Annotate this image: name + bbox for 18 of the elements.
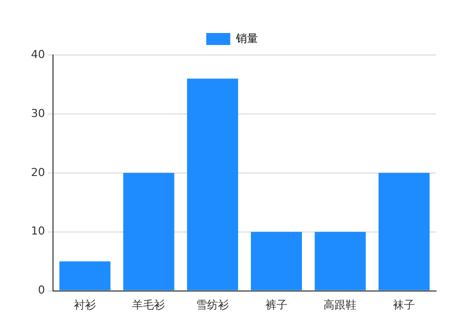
x-tick-label: 羊毛衫 xyxy=(132,298,166,312)
legend-label: 销量 xyxy=(234,32,258,45)
bar xyxy=(314,232,366,290)
x-tick-label: 袜子 xyxy=(393,298,416,312)
y-tick-label: 20 xyxy=(30,166,45,179)
bar xyxy=(250,232,302,290)
x-tick-label: 雪纺衫 xyxy=(196,298,230,312)
x-tick-label: 裤子 xyxy=(265,298,288,312)
bar xyxy=(378,172,430,290)
bar xyxy=(59,261,110,290)
bar xyxy=(187,78,238,290)
x-tick-label: 高跟鞋 xyxy=(324,298,357,312)
y-tick-label: 40 xyxy=(30,48,45,61)
x-tick-label: 衬衫 xyxy=(74,298,96,312)
y-tick-label: 0 xyxy=(38,284,45,297)
y-tick-label: 30 xyxy=(30,106,45,120)
y-tick-label: 10 xyxy=(30,224,45,238)
bar xyxy=(123,172,174,290)
